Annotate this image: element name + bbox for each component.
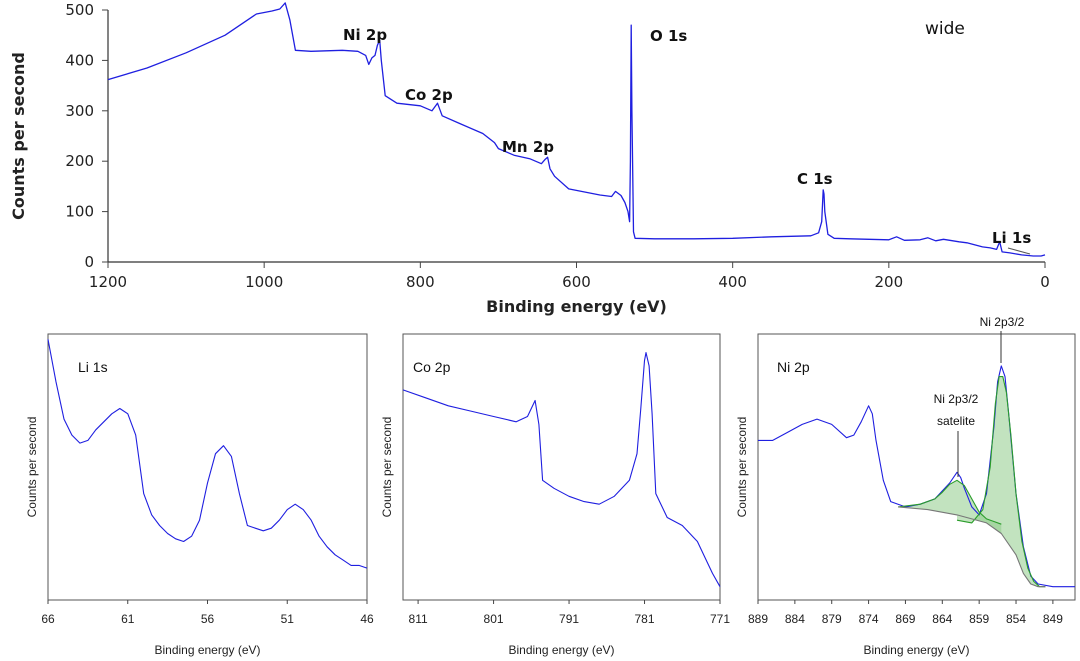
co2p-x-tick-label: 771: [710, 612, 730, 626]
co2p-x-tick-label: 811: [409, 612, 428, 626]
ni2p-fit-fill-2: [898, 480, 1002, 534]
wide-peak-label: Ni 2p: [343, 26, 387, 44]
co2p-x-tick-label: 791: [559, 612, 579, 626]
wide-x-tick-label: 1000: [245, 273, 283, 291]
wide-x-tick-label: 200: [875, 273, 904, 291]
li1s-x-tick-label: 51: [281, 612, 295, 626]
wide-peak-label: Mn 2p: [502, 138, 554, 156]
ni2p-x-tick-label: 849: [1043, 612, 1063, 626]
li1s-x-axis-title: Binding energy (eV): [154, 643, 260, 657]
wide-x-axis-title: Binding energy (eV): [486, 297, 667, 316]
ni2p-x-tick-label: 864: [932, 612, 952, 626]
wide-y-tick-label: 300: [65, 102, 94, 120]
wide-x-tick-label: 600: [562, 273, 591, 291]
ni2p-x-axis-title: Binding energy (eV): [863, 643, 969, 657]
li1s-series-0: [47, 339, 368, 569]
co2p-series-0: [402, 352, 721, 587]
li1s-x-tick-label: 61: [121, 612, 135, 626]
ni2p-series-3: [898, 506, 1046, 588]
wide-peak-label: O 1s: [650, 27, 687, 45]
ni2p-x-tick-label: 859: [969, 612, 989, 626]
wide-series-0: [107, 2, 1046, 257]
wide-x-tick-label: 1200: [89, 273, 127, 291]
co2p-x-axis-title: Binding energy (eV): [508, 643, 614, 657]
wide-peak-label: Co 2p: [405, 86, 453, 104]
ni2p-series-2: [898, 479, 1002, 525]
co2p-frame: [402, 333, 721, 601]
li1s-leader-line: [1007, 247, 1031, 255]
co2p-x-tick-label: 801: [484, 612, 504, 626]
ni2p-y-axis-title: Counts per second: [735, 417, 749, 518]
co2p-y-axis-title: Counts per second: [380, 417, 394, 518]
ni2p-main-peak-label: Ni 2p3/2: [980, 315, 1025, 329]
wide-x-tick-label: 400: [718, 273, 747, 291]
ni2p-fit-fill-1: [957, 376, 1046, 587]
wide-x-tick-label: 800: [406, 273, 435, 291]
wide-y-axis-title: Counts per second: [9, 52, 28, 220]
wide-peak-label: Li 1s: [992, 229, 1031, 247]
wide-y-tick-label: 200: [65, 152, 94, 170]
wide-x-tick-label: 0: [1040, 273, 1050, 291]
co2p-x-tick-label: 781: [635, 612, 655, 626]
wide-y-tick-label: 500: [65, 1, 94, 19]
ni2p-satellite-sublabel: satelite: [937, 414, 975, 428]
wide-panel-title: wide: [925, 19, 965, 39]
co2p-panel-title: Co 2p: [413, 359, 451, 375]
ni2p-series-0: [758, 365, 1075, 588]
wide-y-tick-label: 0: [84, 253, 94, 271]
ni2p-x-tick-label: 884: [785, 612, 805, 626]
li1s-y-axis-title: Counts per second: [25, 417, 39, 518]
ni2p-series-1: [956, 376, 1046, 588]
ni2p-x-tick-label: 854: [1006, 612, 1026, 626]
ni2p-x-tick-label: 874: [859, 612, 879, 626]
ni2p-x-tick-label: 869: [895, 612, 915, 626]
ni2p-x-tick-label: 879: [822, 612, 842, 626]
wide-y-tick-label: 400: [65, 51, 94, 69]
li1s-x-tick-label: 56: [201, 612, 215, 626]
wide-y-tick-label: 100: [65, 203, 94, 221]
ni2p-panel-title: Ni 2p: [777, 359, 810, 375]
ni2p-satellite-label: Ni 2p3/2: [934, 392, 979, 406]
li1s-x-tick-label: 66: [41, 612, 55, 626]
li1s-panel-title: Li 1s: [78, 359, 108, 375]
wide-peak-label: C 1s: [797, 170, 833, 188]
ni2p-frame: [757, 333, 1076, 601]
li1s-x-tick-label: 46: [360, 612, 374, 626]
ni2p-x-tick-label: 889: [748, 612, 768, 626]
